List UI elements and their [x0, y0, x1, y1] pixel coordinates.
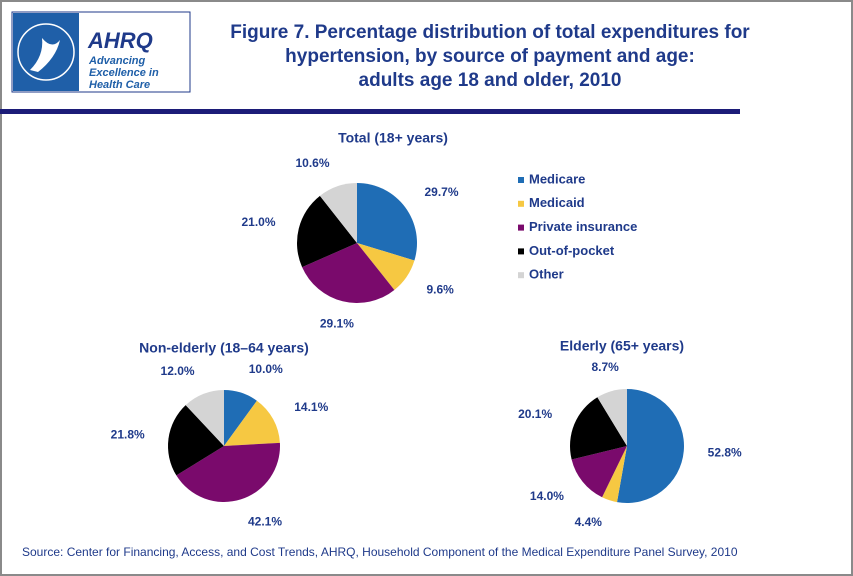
hhs-ring [17, 23, 75, 81]
data-label: 20.1% [518, 407, 552, 421]
legend-label: Private insurance [529, 219, 637, 234]
data-label: 21.0% [241, 215, 275, 229]
pie-slice [357, 183, 417, 261]
data-label: 14.1% [294, 400, 328, 414]
pie-slice [297, 195, 357, 268]
legend-label: Out-of-pocket [529, 243, 615, 258]
pie-slice [617, 389, 685, 503]
legend-swatch [518, 177, 524, 183]
data-label: 42.1% [248, 514, 282, 528]
pie-slice [224, 390, 257, 446]
legend-swatch [518, 272, 524, 279]
pie-slice [597, 389, 627, 446]
legend-swatch [518, 200, 524, 207]
pie-title: Elderly (65+ years) [560, 338, 684, 354]
title: hypertension, by source of payment and a… [285, 46, 695, 67]
data-label: 10.0% [249, 362, 283, 376]
data-label: 52.8% [708, 445, 742, 459]
logo-name: AHRQ [87, 28, 153, 53]
pie-slice [168, 405, 224, 476]
hhs-eagle [30, 38, 60, 72]
logo-tagline: Health Care [89, 79, 150, 91]
data-label: 14.0% [530, 489, 564, 503]
pie-slice [570, 397, 627, 460]
legend-label: Medicaid [529, 195, 585, 210]
pie-slice [319, 183, 357, 243]
data-label: 10.6% [296, 156, 330, 170]
data-label: 8.7% [591, 360, 619, 374]
pie-slice [357, 243, 415, 290]
data-label: 29.7% [424, 185, 458, 199]
data-label: 12.0% [161, 364, 195, 378]
header-rule [0, 109, 740, 114]
data-label: 9.6% [426, 282, 454, 296]
data-label: 4.4% [575, 515, 603, 529]
pie-slice [571, 446, 627, 498]
legend-swatch [518, 248, 524, 255]
pie-slice [176, 442, 280, 503]
pie-slice [602, 446, 627, 503]
pie-slice [302, 243, 395, 303]
data-label: 21.8% [111, 428, 145, 442]
logo-tagline: Excellence in [89, 67, 159, 79]
legend-label: Other [529, 267, 564, 282]
pie-slice [224, 400, 280, 446]
data-label: 29.1% [320, 317, 354, 331]
title: adults age 18 and older, 2010 [359, 70, 622, 91]
pie-title: Non-elderly (18–64 years) [139, 340, 309, 356]
pie-slice [185, 390, 224, 446]
source: Source: Center for Financing, Access, an… [22, 545, 738, 559]
logo: AHRQ Advancing Excellence in Health Care [11, 11, 191, 93]
legend-label: Medicare [529, 171, 585, 186]
legend-swatch [518, 224, 524, 231]
pie-title: Total (18+ years) [338, 130, 448, 146]
title: Figure 7. Percentage distribution of tot… [230, 22, 750, 43]
logo-tagline: Advancing [88, 55, 146, 67]
